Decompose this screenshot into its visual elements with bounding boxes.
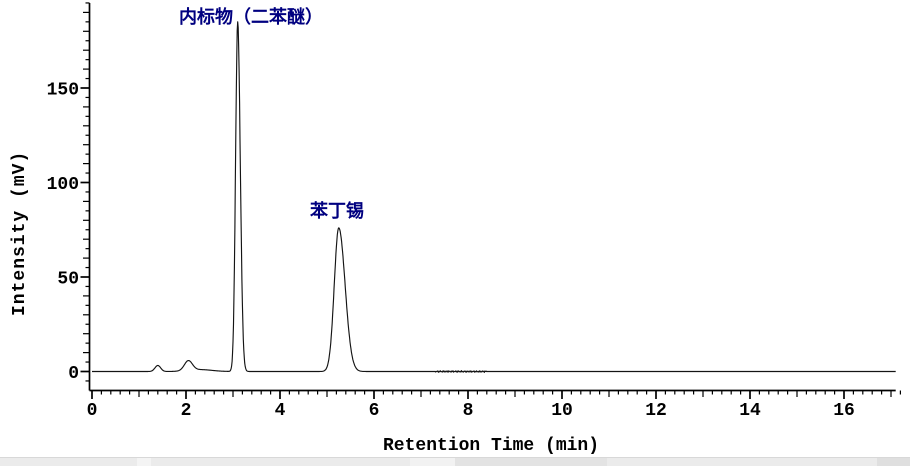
window-edge-segment <box>137 458 151 466</box>
peak-annotation-internal-standard: 内标物（二苯醚） <box>179 7 323 28</box>
svg-text:10: 10 <box>551 401 573 421</box>
window-edge-segment <box>455 458 607 466</box>
svg-text:8: 8 <box>463 401 474 421</box>
peak-annotation-fenbutatin: 苯丁锡 <box>310 201 364 222</box>
svg-text:0: 0 <box>87 401 98 421</box>
svg-text:14: 14 <box>739 401 761 421</box>
svg-text:150: 150 <box>47 81 79 101</box>
svg-text:0: 0 <box>68 364 79 384</box>
svg-text:6: 6 <box>369 401 380 421</box>
x-axis-title: Retention Time (min) <box>383 436 600 456</box>
window-bottom-edge <box>0 457 910 466</box>
svg-text:16: 16 <box>833 401 855 421</box>
svg-text:4: 4 <box>275 401 286 421</box>
svg-text:100: 100 <box>47 175 79 195</box>
svg-text:50: 50 <box>57 270 79 290</box>
svg-text:2: 2 <box>181 401 192 421</box>
window-edge-segment <box>410 458 455 466</box>
window-edge-segment <box>877 458 910 466</box>
svg-text:12: 12 <box>645 401 667 421</box>
y-axis-title: Intensity (mV) <box>10 150 30 316</box>
